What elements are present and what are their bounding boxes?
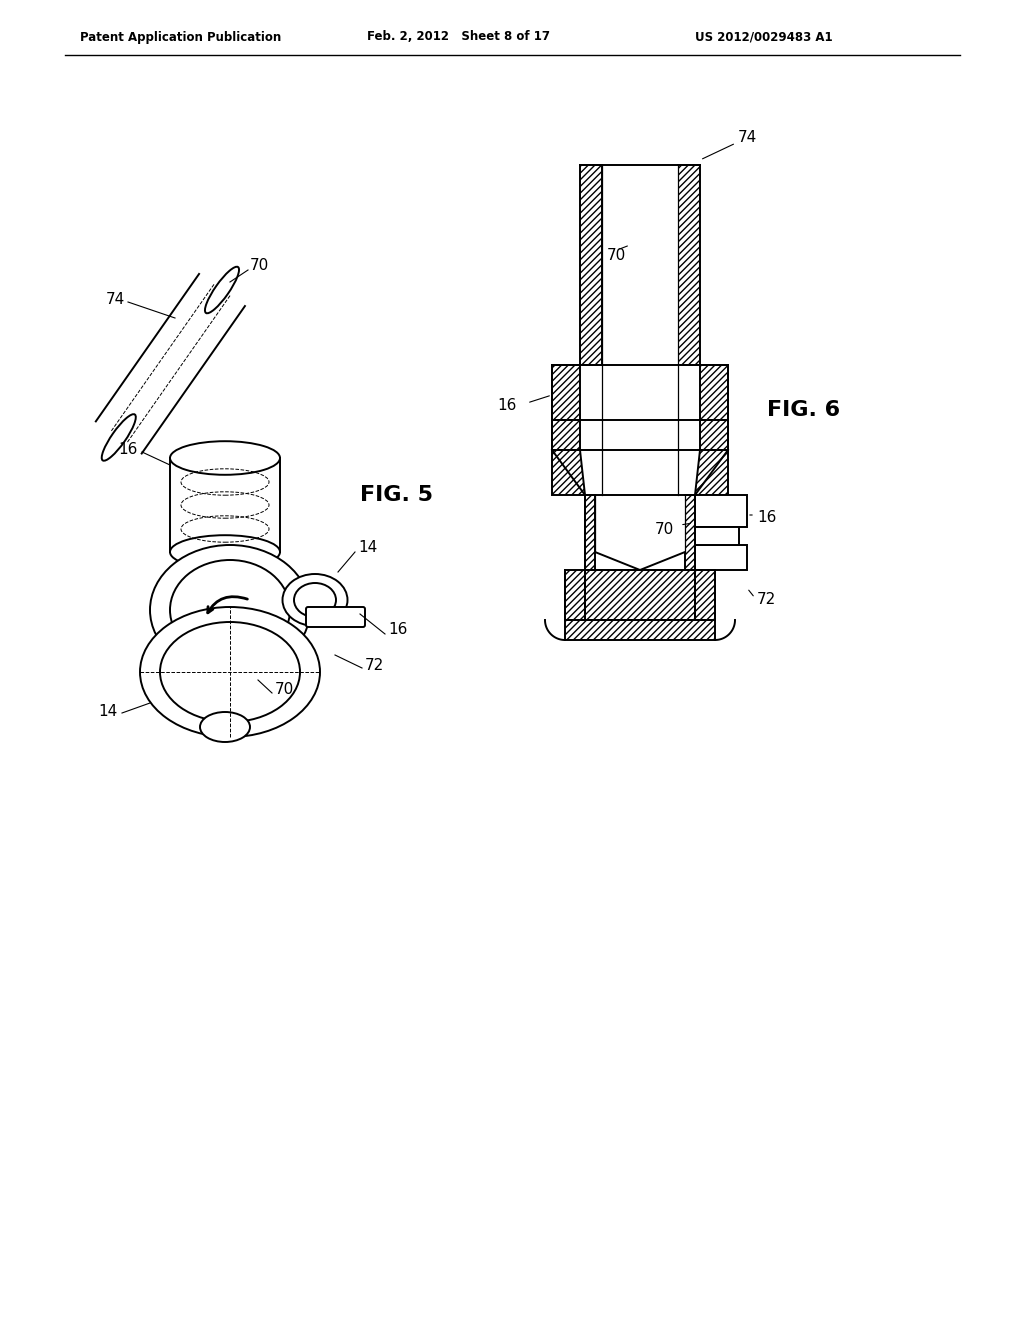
- Polygon shape: [695, 495, 746, 527]
- Ellipse shape: [101, 414, 136, 461]
- Text: Patent Application Publication: Patent Application Publication: [80, 30, 282, 44]
- Text: 14: 14: [98, 705, 118, 719]
- Polygon shape: [602, 420, 678, 450]
- Ellipse shape: [200, 711, 250, 742]
- Text: FIG. 6: FIG. 6: [767, 400, 840, 420]
- Text: 70: 70: [655, 523, 674, 537]
- Polygon shape: [595, 495, 685, 570]
- Ellipse shape: [294, 583, 336, 616]
- Text: 74: 74: [738, 129, 758, 145]
- Text: 70: 70: [275, 682, 294, 697]
- Ellipse shape: [170, 441, 280, 475]
- Ellipse shape: [170, 560, 290, 660]
- Ellipse shape: [170, 535, 280, 569]
- Ellipse shape: [283, 574, 347, 626]
- Text: 74: 74: [105, 293, 125, 308]
- Polygon shape: [602, 450, 678, 495]
- Ellipse shape: [150, 545, 310, 675]
- Ellipse shape: [205, 267, 239, 313]
- Polygon shape: [695, 527, 739, 545]
- Text: 72: 72: [365, 657, 384, 672]
- FancyBboxPatch shape: [306, 607, 365, 627]
- Text: Feb. 2, 2012   Sheet 8 of 17: Feb. 2, 2012 Sheet 8 of 17: [367, 30, 550, 44]
- Text: 16: 16: [388, 623, 408, 638]
- Text: US 2012/0029483 A1: US 2012/0029483 A1: [695, 30, 833, 44]
- Text: 70: 70: [607, 248, 627, 263]
- Text: 16: 16: [119, 442, 138, 458]
- Text: 16: 16: [757, 510, 776, 524]
- Polygon shape: [602, 366, 678, 420]
- Polygon shape: [602, 165, 678, 366]
- Polygon shape: [695, 545, 746, 570]
- Text: 72: 72: [757, 593, 776, 607]
- Text: FIG. 5: FIG. 5: [360, 484, 433, 506]
- Text: 70: 70: [250, 257, 269, 272]
- Ellipse shape: [160, 622, 300, 722]
- Ellipse shape: [140, 607, 319, 737]
- Text: 14: 14: [358, 540, 377, 556]
- Text: 16: 16: [497, 397, 516, 412]
